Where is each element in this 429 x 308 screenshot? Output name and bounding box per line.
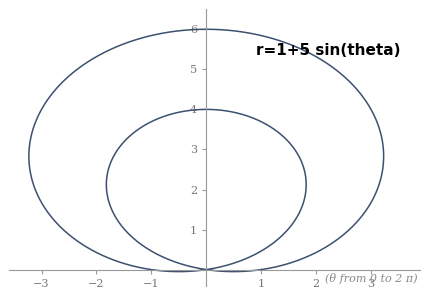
- Text: r=1+5 sin(theta): r=1+5 sin(theta): [256, 43, 400, 58]
- Text: (θ from 0 to 2 π): (θ from 0 to 2 π): [325, 274, 418, 284]
